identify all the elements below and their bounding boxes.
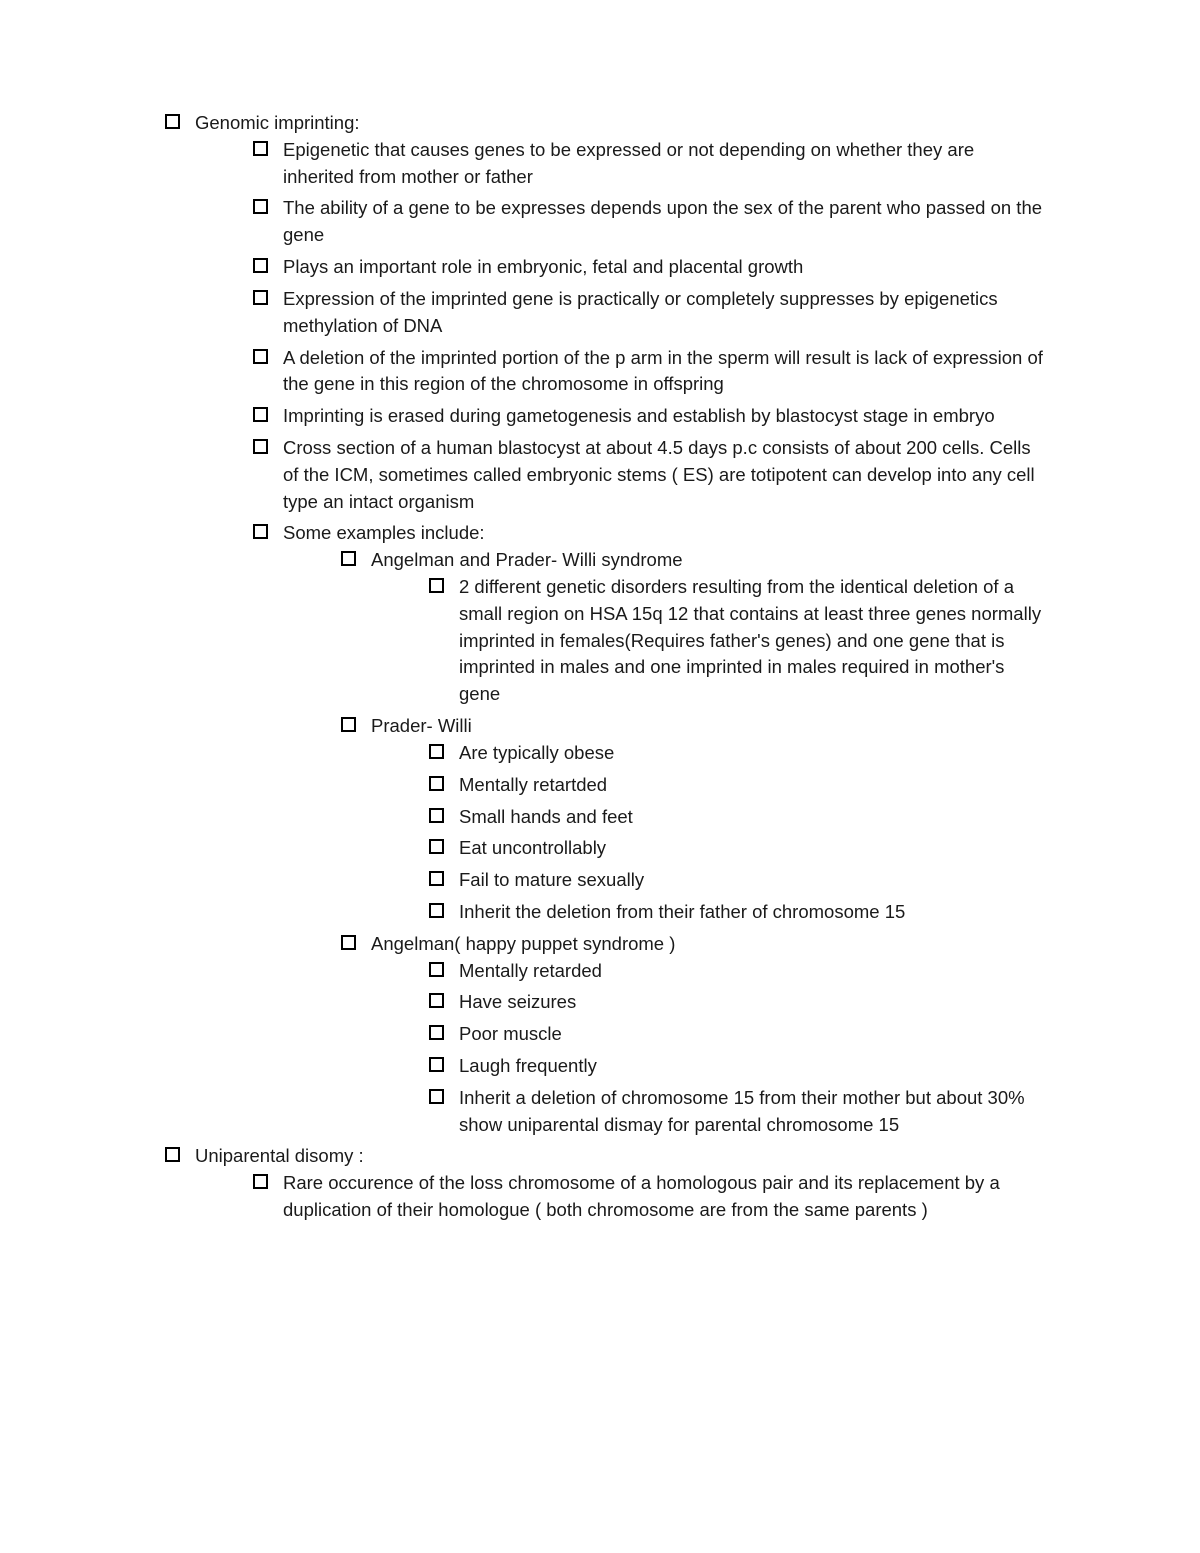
list-item-text: Cross section of a human blastocyst at a… xyxy=(283,435,1045,515)
list-item-text: Uniparental disomy : xyxy=(195,1143,1045,1170)
checkbox-icon[interactable] xyxy=(429,808,444,823)
outline-root: Genomic imprinting:Epigenetic that cause… xyxy=(165,110,1045,1224)
list-item: Cross section of a human blastocyst at a… xyxy=(253,435,1045,515)
list-item-text: Angelman and Prader- Willi syndrome xyxy=(371,547,1045,574)
list-item-text: Have seizures xyxy=(459,989,1045,1016)
list-item: Have seizures xyxy=(429,989,1045,1016)
list-item: Epigenetic that causes genes to be expre… xyxy=(253,137,1045,191)
checkbox-icon[interactable] xyxy=(253,439,268,454)
checkbox-icon[interactable] xyxy=(253,258,268,273)
list-item-text: Prader- Willi xyxy=(371,713,1045,740)
list-item: Expression of the imprinted gene is prac… xyxy=(253,286,1045,340)
list-item: 2 different genetic disorders resulting … xyxy=(429,574,1045,708)
outline-sublist: Angelman and Prader- Willi syndrome2 dif… xyxy=(283,547,1045,1138)
list-item: Inherit the deletion from their father o… xyxy=(429,899,1045,926)
list-item-text: Inherit the deletion from their father o… xyxy=(459,899,1045,926)
outline-sublist: 2 different genetic disorders resulting … xyxy=(371,574,1045,708)
list-item-text: Are typically obese xyxy=(459,740,1045,767)
list-item-text: Plays an important role in embryonic, fe… xyxy=(283,254,1045,281)
outline-sublist: Epigenetic that causes genes to be expre… xyxy=(195,137,1045,1139)
list-item: Angelman and Prader- Willi syndrome2 dif… xyxy=(341,547,1045,708)
checkbox-icon[interactable] xyxy=(429,1025,444,1040)
checkbox-icon[interactable] xyxy=(429,744,444,759)
list-item-text: Inherit a deletion of chromosome 15 from… xyxy=(459,1085,1045,1139)
list-item: Mentally retarded xyxy=(429,958,1045,985)
list-item: Plays an important role in embryonic, fe… xyxy=(253,254,1045,281)
checkbox-icon[interactable] xyxy=(253,524,268,539)
list-item: Prader- WilliAre typically obese Mentally… xyxy=(341,713,1045,926)
document-page: Genomic imprinting:Epigenetic that cause… xyxy=(0,0,1200,1349)
checkbox-icon[interactable] xyxy=(165,114,180,129)
checkbox-icon[interactable] xyxy=(253,199,268,214)
list-item-text: 2 different genetic disorders resulting … xyxy=(459,574,1045,708)
list-item: Eat uncontrollably xyxy=(429,835,1045,862)
list-item-text: Fail to mature sexually xyxy=(459,867,1045,894)
checkbox-icon[interactable] xyxy=(341,935,356,950)
checkbox-icon[interactable] xyxy=(165,1147,180,1162)
list-item: Are typically obese xyxy=(429,740,1045,767)
list-item-text: Laugh frequently xyxy=(459,1053,1045,1080)
checkbox-icon[interactable] xyxy=(253,290,268,305)
list-item-text: A deletion of the imprinted portion of t… xyxy=(283,345,1045,399)
checkbox-icon[interactable] xyxy=(429,776,444,791)
checkbox-icon[interactable] xyxy=(341,551,356,566)
checkbox-icon[interactable] xyxy=(253,141,268,156)
list-item: Rare occurence of the loss chromosome of… xyxy=(253,1170,1045,1224)
list-item-text: Angelman( happy puppet syndrome ) xyxy=(371,931,1045,958)
list-item-text: The ability of a gene to be expresses de… xyxy=(283,195,1045,249)
list-item-text: Genomic imprinting: xyxy=(195,110,1045,137)
checkbox-icon[interactable] xyxy=(253,407,268,422)
list-item: Laugh frequently xyxy=(429,1053,1045,1080)
list-item-text: Mentally retartded xyxy=(459,772,1045,799)
list-item-text: Rare occurence of the loss chromosome of… xyxy=(283,1170,1045,1224)
list-item: Genomic imprinting:Epigenetic that cause… xyxy=(165,110,1045,1138)
list-item-text: Eat uncontrollably xyxy=(459,835,1045,862)
checkbox-icon[interactable] xyxy=(429,962,444,977)
checkbox-icon[interactable] xyxy=(253,349,268,364)
list-item-text: Epigenetic that causes genes to be expre… xyxy=(283,137,1045,191)
list-item: A deletion of the imprinted portion of t… xyxy=(253,345,1045,399)
list-item: Uniparental disomy :Rare occurence of th… xyxy=(165,1143,1045,1223)
list-item-text: Small hands and feet xyxy=(459,804,1045,831)
list-item: Small hands and feet xyxy=(429,804,1045,831)
checkbox-icon[interactable] xyxy=(429,871,444,886)
checkbox-icon[interactable] xyxy=(429,839,444,854)
checkbox-icon[interactable] xyxy=(341,717,356,732)
outline-sublist: Are typically obese Mentally retartded Sma… xyxy=(371,740,1045,926)
checkbox-icon[interactable] xyxy=(429,993,444,1008)
list-item: Poor muscle xyxy=(429,1021,1045,1048)
outline-sublist: Mentally retarded Have seizures Poor muscl… xyxy=(371,958,1045,1139)
list-item: Imprinting is erased during gametogenesi… xyxy=(253,403,1045,430)
list-item-text: Poor muscle xyxy=(459,1021,1045,1048)
list-item: Angelman( happy puppet syndrome )Mentall… xyxy=(341,931,1045,1139)
checkbox-icon[interactable] xyxy=(429,1089,444,1104)
list-item-text: Mentally retarded xyxy=(459,958,1045,985)
list-item: The ability of a gene to be expresses de… xyxy=(253,195,1045,249)
list-item: Some examples include:Angelman and Prade… xyxy=(253,520,1045,1138)
list-item-text: Some examples include: xyxy=(283,520,1045,547)
list-item: Fail to mature sexually xyxy=(429,867,1045,894)
checkbox-icon[interactable] xyxy=(429,578,444,593)
list-item-text: Expression of the imprinted gene is prac… xyxy=(283,286,1045,340)
outline-sublist: Rare occurence of the loss chromosome of… xyxy=(195,1170,1045,1224)
checkbox-icon[interactable] xyxy=(429,1057,444,1072)
list-item-text: Imprinting is erased during gametogenesi… xyxy=(283,403,1045,430)
checkbox-icon[interactable] xyxy=(253,1174,268,1189)
list-item: Inherit a deletion of chromosome 15 from… xyxy=(429,1085,1045,1139)
checkbox-icon[interactable] xyxy=(429,903,444,918)
list-item: Mentally retartded xyxy=(429,772,1045,799)
